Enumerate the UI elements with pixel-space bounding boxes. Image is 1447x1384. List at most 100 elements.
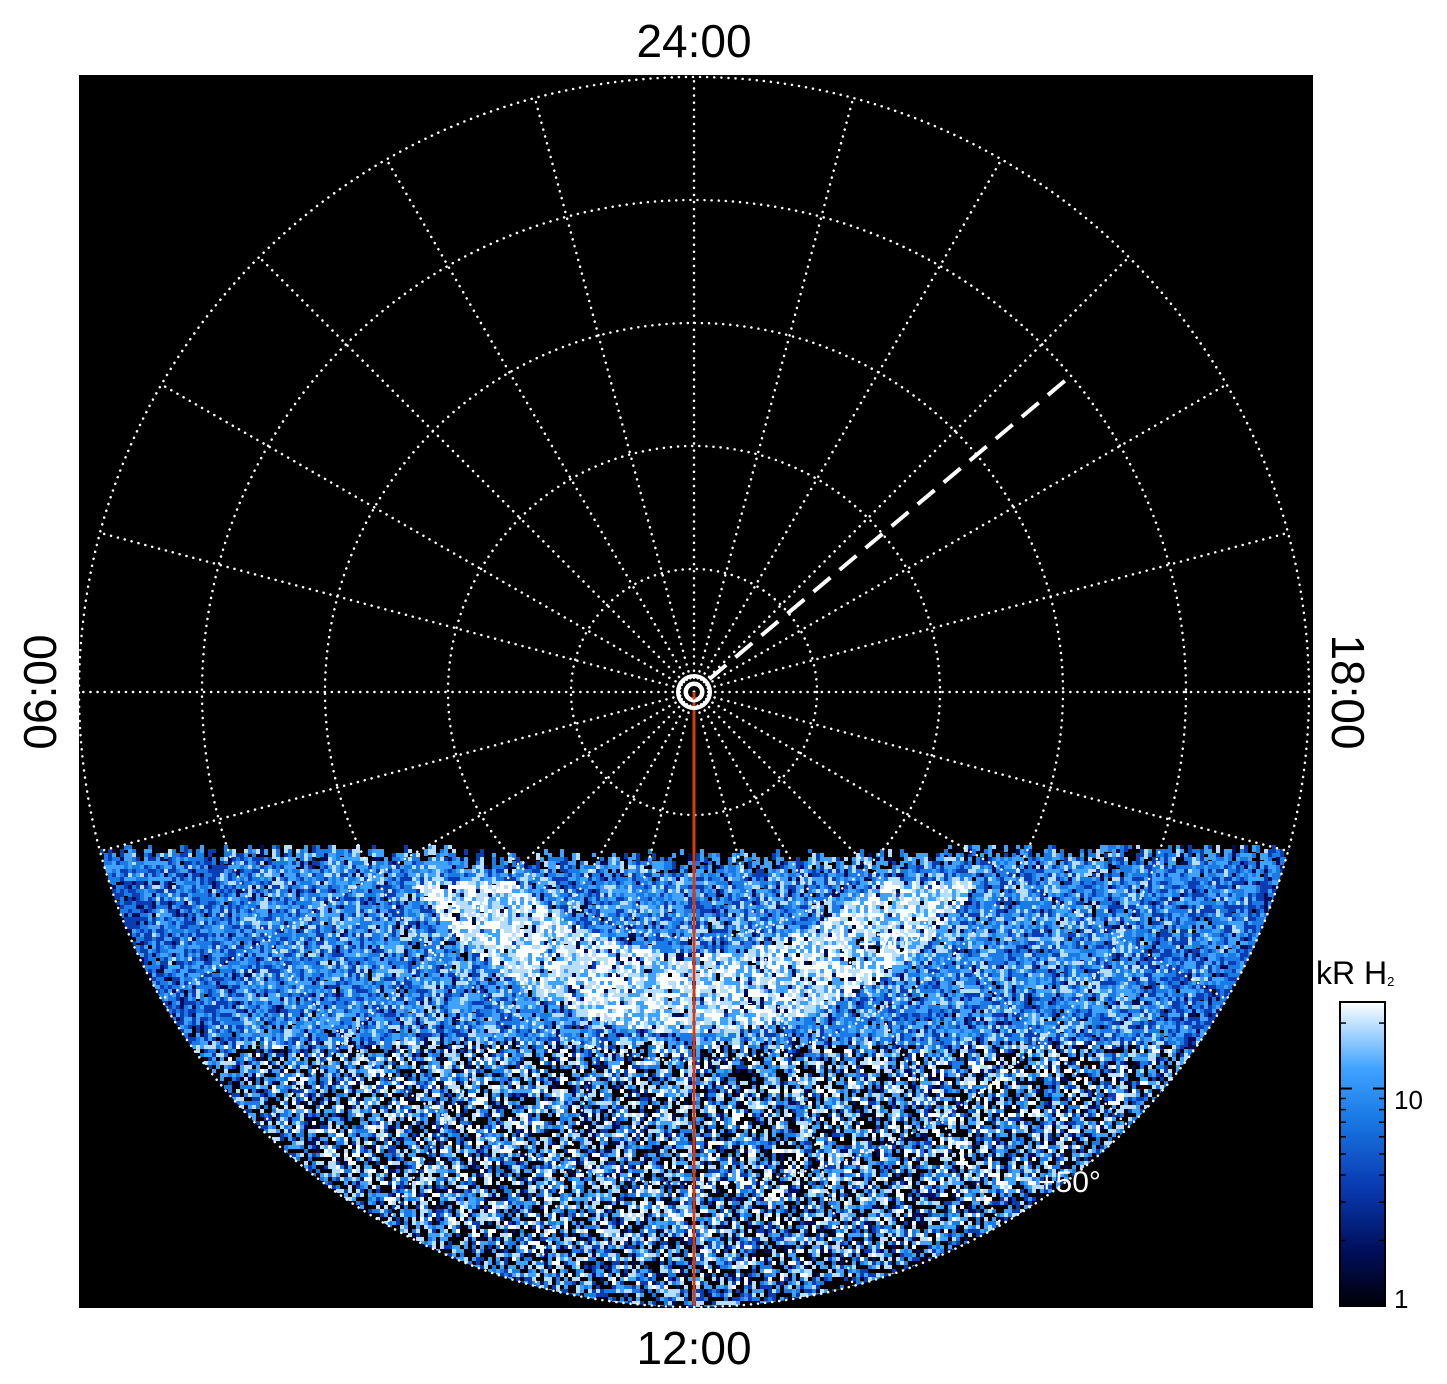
emission-cell (1012, 853, 1016, 858)
emission-cell (1248, 861, 1252, 865)
emission-cell (992, 865, 996, 876)
emission-cell (736, 865, 740, 870)
emission-cell (1232, 921, 1236, 925)
emission-cell (1184, 853, 1188, 858)
emission-cell (964, 845, 968, 852)
emission-cell (1056, 885, 1060, 889)
emission-cell (1044, 853, 1048, 857)
emission-cell (992, 845, 996, 849)
emission-cell (1196, 861, 1200, 868)
emission-cell (1048, 845, 1052, 857)
emission-cell (1156, 865, 1160, 870)
emission-cell (1100, 889, 1104, 893)
emission-cell (144, 925, 148, 933)
emission-cell (496, 925, 500, 929)
emission-cell (624, 877, 628, 881)
emission-cell (380, 849, 384, 857)
emission-cell (428, 905, 432, 909)
emission-cell (188, 869, 192, 874)
emission-cell (1000, 881, 1004, 889)
emission-cell (324, 861, 328, 865)
emission-cell (356, 877, 360, 884)
emission-cell (460, 865, 464, 872)
emission-cell (628, 857, 632, 867)
emission-cell (408, 865, 412, 870)
emission-cell (228, 849, 232, 861)
emission-cell (540, 901, 544, 905)
emission-cell (680, 849, 684, 855)
emission-cell (240, 917, 244, 921)
emission-cell (112, 861, 116, 869)
emission-cell (344, 869, 348, 873)
emission-cell (944, 921, 948, 925)
emission-cell (1204, 865, 1208, 877)
emission-cell (1064, 865, 1068, 871)
emission-cell (1060, 893, 1064, 897)
emission-cell (248, 845, 252, 854)
emission-cell (944, 861, 948, 866)
emission-cell (1268, 861, 1272, 865)
emission-cell (668, 873, 672, 877)
emission-cell (1144, 865, 1148, 869)
emission-cell (280, 873, 284, 877)
emission-cell (432, 865, 436, 869)
emission-cell (280, 877, 284, 881)
emission-cell (1232, 849, 1236, 857)
emission-cell (712, 857, 716, 861)
emission-cell (336, 857, 340, 864)
emission-cell (924, 857, 928, 863)
emission-cell (988, 865, 992, 872)
emission-cell (356, 905, 360, 909)
emission-cell (792, 865, 796, 874)
emission-cell (680, 905, 684, 909)
emission-cell (1084, 877, 1088, 885)
emission-cell (1092, 849, 1096, 856)
emission-cell (712, 873, 716, 882)
emission-cell (1104, 853, 1108, 858)
emission-cell (436, 853, 440, 857)
emission-cell (1056, 921, 1060, 925)
emission-cell (912, 861, 916, 866)
emission-cell (556, 889, 560, 893)
emission-cell (1024, 909, 1028, 913)
emission-cell (172, 877, 176, 882)
emission-cell (880, 857, 884, 865)
emission-cell (244, 861, 248, 868)
emission-cell (1192, 893, 1196, 897)
emission-cell (368, 849, 372, 856)
emission-cell (332, 853, 336, 864)
emission-cell (1216, 845, 1220, 857)
emission-cell (432, 845, 436, 855)
emission-cell (356, 845, 360, 854)
emission-cell (128, 845, 132, 850)
emission-cell (296, 849, 300, 856)
emission-cell (776, 869, 780, 875)
emission-cell (560, 865, 564, 872)
emission-cell (376, 897, 380, 903)
emission-cell (320, 869, 324, 873)
emission-cell (836, 861, 840, 866)
emission-cell (1080, 917, 1084, 921)
emission-cell (492, 869, 496, 875)
emission-cell (1176, 921, 1180, 925)
emission-cell (1192, 917, 1196, 921)
emission-cell (572, 865, 576, 869)
emission-cell (1060, 921, 1064, 927)
emission-cell (268, 921, 272, 930)
emission-cell (716, 857, 720, 865)
emission-cell (768, 877, 772, 881)
emission-cell (1252, 853, 1256, 858)
emission-cell (144, 865, 148, 871)
emission-cell (684, 869, 688, 876)
emission-cell (488, 917, 492, 921)
emission-cell (732, 897, 736, 901)
emission-cell (240, 865, 244, 870)
emission-cell (520, 921, 524, 925)
emission-cell (1248, 893, 1252, 897)
emission-cell (1172, 869, 1176, 873)
emission-cell (744, 901, 748, 905)
emission-cell (204, 909, 208, 913)
emission-cell (212, 869, 216, 874)
emission-cell (1112, 853, 1116, 857)
emission-cell (352, 849, 356, 858)
